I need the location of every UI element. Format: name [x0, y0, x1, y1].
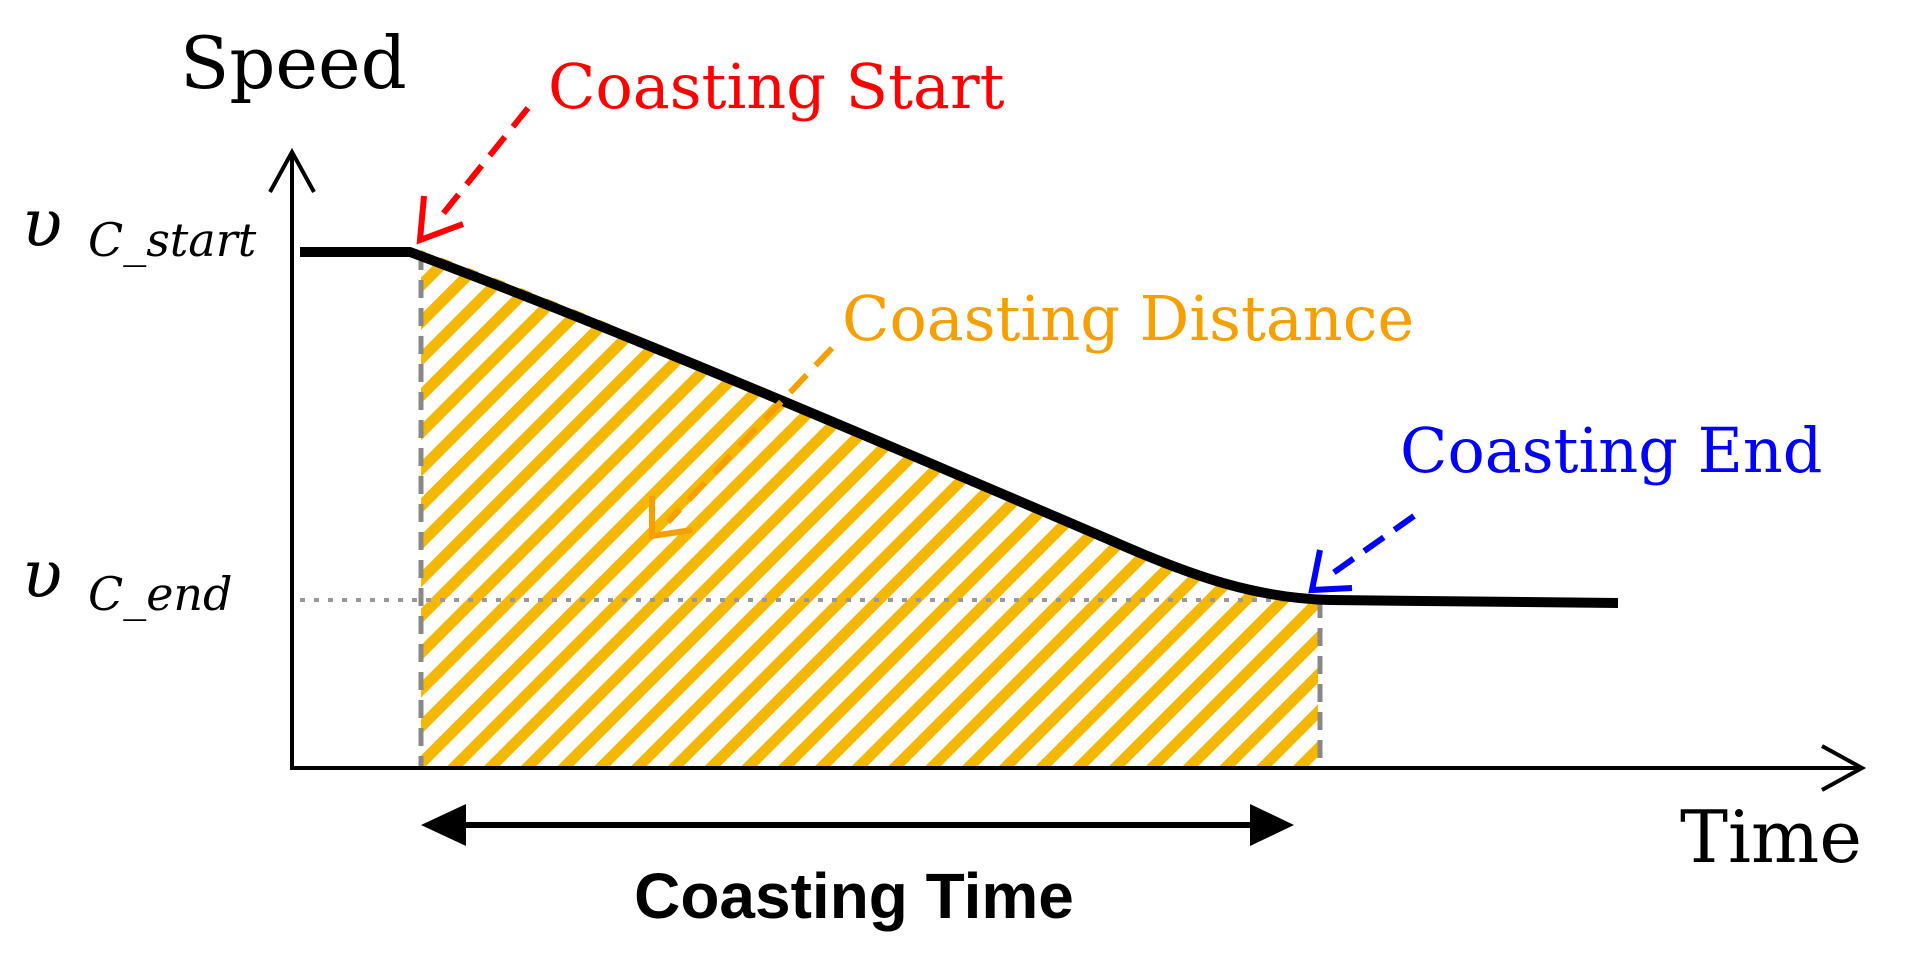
y-axis-label: Speed [180, 21, 407, 105]
speed-curve [300, 247, 1619, 608]
coasting-start-label: Coasting Start [548, 50, 1005, 123]
end-speed-symbol: υ [22, 536, 62, 613]
start-speed-subscript: C_start [88, 213, 257, 267]
coasting-distance-label: Coasting Distance [842, 282, 1414, 355]
x-axis [290, 744, 1867, 792]
start-speed-symbol: υ [22, 185, 62, 262]
coasting-end-arrow [1308, 513, 1416, 594]
coasting-end-label: Coasting End [1400, 414, 1823, 487]
coasting-distance-arrow [649, 345, 835, 540]
coasting-start-arrow [416, 106, 531, 245]
coasting-time-label: Coasting Time [634, 860, 1074, 932]
x-axis-label: Time [1680, 795, 1862, 879]
coasting-time-arrow [421, 804, 1294, 846]
y-axis [268, 147, 316, 770]
end-speed-subscript: C_end [88, 567, 233, 621]
